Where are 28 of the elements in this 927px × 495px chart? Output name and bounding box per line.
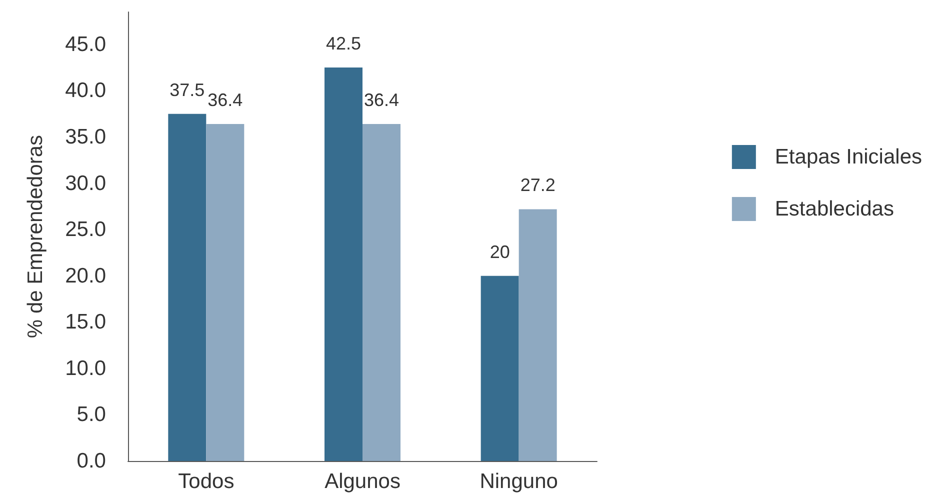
- x-tick-label: Ninguno: [480, 470, 558, 493]
- y-tick-label: 25.0: [65, 218, 106, 242]
- y-tick-label: 15.0: [65, 310, 106, 334]
- legend-label: Establecidas: [774, 198, 894, 220]
- data-label: 36.4: [208, 90, 243, 110]
- legend-label: Etapas Iniciales: [774, 146, 922, 168]
- data-label: 20: [490, 242, 510, 262]
- data-label: 36.4: [364, 90, 400, 110]
- y-tick-label: 0.0: [76, 450, 106, 472]
- bar: [206, 124, 244, 461]
- y-tick-label: 40.0: [65, 79, 106, 102]
- bar: [518, 209, 557, 461]
- y-tick-label: 20.0: [65, 264, 106, 288]
- data-label: 42.5: [326, 34, 362, 54]
- data-label: 27.2: [520, 175, 556, 196]
- y-tick-label: 45.0: [65, 32, 106, 56]
- data-label: 37.5: [170, 80, 205, 100]
- x-tick-label: Todos: [178, 470, 234, 493]
- bar: [168, 114, 206, 461]
- bar: [324, 68, 362, 461]
- y-tick-label: 30.0: [65, 172, 106, 195]
- x-tick-label: Algunos: [324, 470, 400, 493]
- bar: [480, 276, 519, 461]
- y-tick-label: 35.0: [65, 125, 106, 148]
- y-tick-label: 5.0: [76, 403, 106, 426]
- y-axis-title: % de Emprendedoras: [24, 134, 47, 338]
- bar: [362, 124, 400, 461]
- y-tick-label: 10.0: [65, 356, 106, 380]
